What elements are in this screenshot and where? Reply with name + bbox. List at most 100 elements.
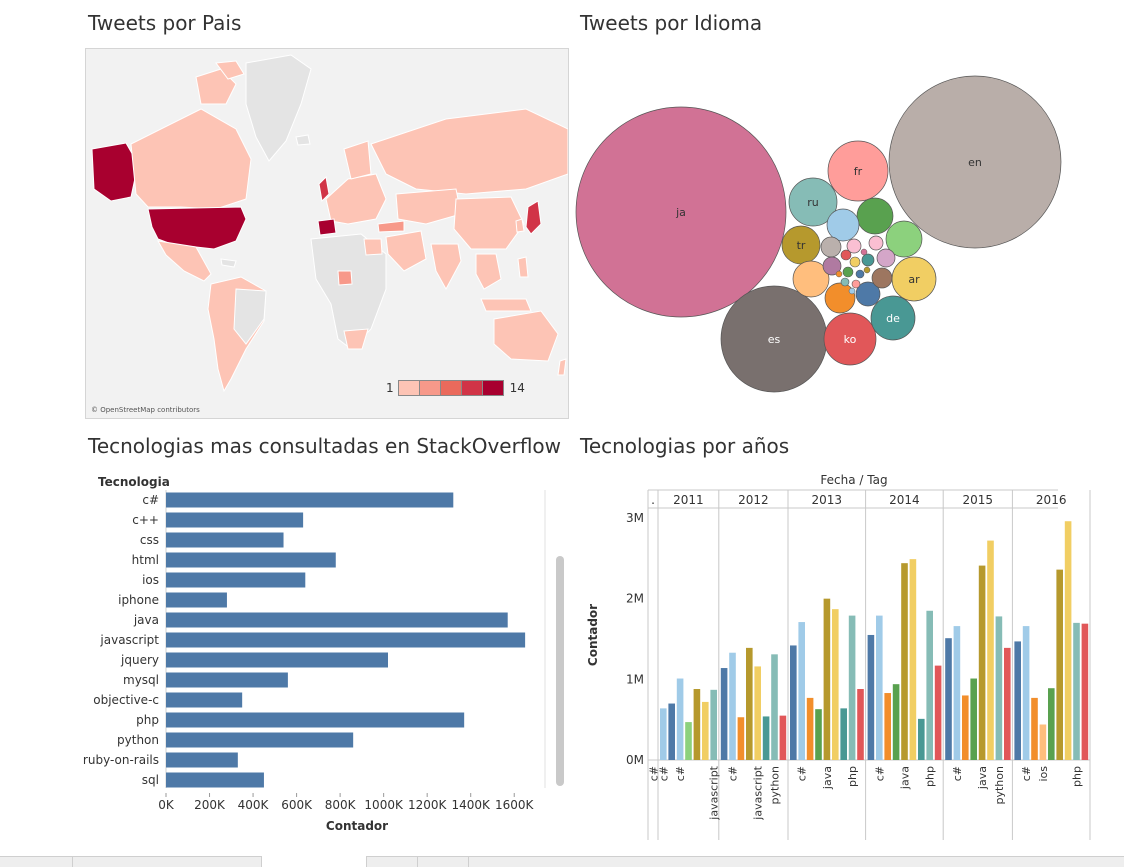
years-bar[interactable] — [909, 559, 917, 760]
map-greenland — [245, 54, 312, 162]
years-year-label: 2012 — [738, 493, 769, 507]
years-bar[interactable] — [754, 666, 761, 760]
bubble-ko[interactable]: ko — [823, 312, 877, 366]
bubble-ar[interactable]: ar — [891, 256, 937, 302]
years-bar[interactable] — [945, 638, 952, 760]
world-map[interactable]: 1 14 © OpenStreetMap contributors — [85, 48, 569, 419]
years-bar[interactable] — [1081, 623, 1089, 760]
years-bar[interactable] — [729, 652, 736, 760]
years-bar[interactable] — [918, 718, 925, 760]
years-bar[interactable] — [746, 647, 753, 760]
years-bar[interactable] — [901, 563, 908, 760]
years-tag-label: java — [976, 766, 989, 790]
years-bar[interactable] — [892, 684, 900, 760]
years-bar[interactable] — [987, 540, 994, 760]
years-bar[interactable] — [970, 678, 977, 760]
years-bar[interactable] — [962, 695, 969, 760]
years-bar-chart[interactable]: Fecha / Tag Contador 0M 1M 2M 3M . c# 2011 c# c… — [580, 470, 1124, 850]
years-bar[interactable] — [771, 654, 778, 760]
years-bar[interactable] — [1014, 641, 1021, 760]
bubble-de[interactable]: de — [870, 295, 916, 341]
years-bar[interactable] — [978, 565, 986, 760]
stack-bar[interactable] — [166, 772, 264, 788]
years-bar[interactable] — [926, 610, 933, 760]
years-bar[interactable] — [815, 709, 822, 760]
years-bar[interactable] — [1073, 622, 1080, 760]
years-bar[interactable] — [840, 708, 847, 760]
years-tag-label: javascript — [752, 765, 765, 820]
stack-scrollbar[interactable] — [556, 556, 564, 786]
stack-bar[interactable] — [166, 632, 526, 648]
years-bar[interactable] — [693, 689, 701, 760]
years-bar[interactable] — [668, 703, 675, 760]
years-bar[interactable] — [1004, 647, 1011, 760]
svg-text:de: de — [886, 312, 900, 325]
years-bar[interactable] — [660, 708, 667, 760]
years-bar[interactable] — [798, 622, 805, 760]
bubble-fr[interactable]: fr — [827, 140, 889, 202]
sheet-tab-4[interactable] — [417, 856, 469, 867]
years-bar[interactable] — [737, 717, 745, 760]
years-bar[interactable] — [790, 645, 797, 760]
years-bar[interactable] — [702, 701, 709, 760]
years-bar[interactable] — [953, 626, 961, 760]
sheet-tab-1[interactable] — [72, 856, 262, 867]
years-bar[interactable] — [876, 615, 883, 760]
stack-x-tick-label: 1200K — [408, 798, 448, 812]
years-bar[interactable] — [720, 668, 728, 760]
stack-bar[interactable] — [166, 512, 304, 528]
years-bar[interactable] — [676, 678, 684, 760]
stack-category-label: python — [117, 733, 159, 747]
years-bar[interactable] — [1031, 697, 1038, 760]
stack-x-axis-title: Contador — [326, 819, 388, 833]
years-bar[interactable] — [832, 609, 839, 760]
stack-bar[interactable] — [166, 532, 284, 548]
stack-bar[interactable] — [166, 752, 238, 768]
legend-swatch-1 — [397, 380, 420, 396]
years-bar[interactable] — [762, 716, 770, 760]
sheet-tab-2[interactable] — [261, 856, 367, 867]
years-bar[interactable] — [685, 722, 692, 760]
bubble-en[interactable]: en — [888, 75, 1062, 249]
years-bar[interactable] — [1039, 724, 1047, 760]
bubble-small-group[interactable] — [792, 197, 923, 314]
years-bar[interactable] — [1064, 521, 1072, 760]
years-bar[interactable] — [823, 598, 831, 760]
years-bar[interactable] — [1022, 626, 1030, 760]
stack-bar[interactable] — [166, 612, 508, 628]
years-bar[interactable] — [995, 616, 1003, 760]
years-bar[interactable] — [934, 665, 942, 760]
stack-bar[interactable] — [166, 652, 388, 668]
bubble-tr[interactable]: tr — [781, 225, 821, 265]
years-bar[interactable] — [1056, 569, 1063, 760]
svg-text:ja: ja — [675, 206, 686, 219]
years-bar[interactable] — [848, 615, 856, 760]
bubble-ru[interactable]: ru — [788, 177, 838, 227]
bubble-es[interactable]: es — [720, 285, 828, 393]
stack-bar-chart[interactable]: Tecnologia Contador c# c++ css html ios iphon… — [80, 470, 570, 840]
sheet-tab-3[interactable] — [366, 856, 418, 867]
svg-text:en: en — [968, 156, 982, 169]
stack-bar[interactable] — [166, 692, 243, 708]
stack-bar[interactable] — [166, 712, 465, 728]
years-tag-label: php — [1071, 766, 1084, 787]
bubble-ja[interactable]: ja — [575, 106, 787, 318]
years-bar[interactable] — [867, 634, 875, 760]
language-bubbles[interactable]: ja en es fr ko ru ar de — [570, 48, 1124, 398]
years-bar[interactable] — [884, 693, 891, 760]
stack-bar[interactable] — [166, 572, 306, 588]
years-bar[interactable] — [779, 715, 787, 760]
stack-bar[interactable] — [166, 732, 354, 748]
years-bar[interactable] — [710, 689, 717, 760]
stack-bar[interactable] — [166, 672, 288, 688]
stack-bar[interactable] — [166, 592, 227, 608]
stack-bar[interactable] — [166, 552, 336, 568]
years-year-label: 2016 — [1036, 493, 1067, 507]
map-uk — [318, 175, 330, 203]
map-australia — [493, 310, 559, 362]
years-bar[interactable] — [806, 697, 814, 760]
stack-bar[interactable] — [166, 492, 454, 508]
map-scandinavia — [343, 140, 372, 180]
years-bar[interactable] — [1048, 688, 1055, 760]
years-bar[interactable] — [857, 689, 864, 760]
